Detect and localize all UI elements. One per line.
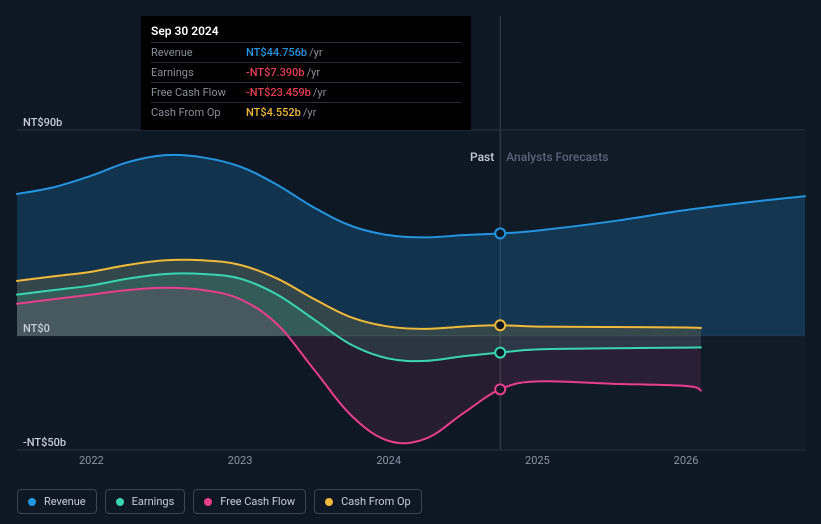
legend-dot-icon [325,498,333,506]
financial-chart: Sep 30 2024 RevenueNT$44.756b/yrEarnings… [0,0,821,524]
tooltip-metric-value: NT$4.552b [246,106,301,119]
chart-legend: Revenue Earnings Free Cash Flow Cash From O… [17,489,422,514]
tooltip-metric-value: -NT$23.459b [246,86,311,99]
forecast-section-label: Analysts Forecasts [506,150,608,164]
legend-item-revenue[interactable]: Revenue [17,489,97,514]
tooltip-metric-label: Free Cash Flow [151,86,246,99]
tooltip-metric-unit: /yr [303,106,316,119]
legend-label: Free Cash Flow [220,495,295,508]
tooltip-row: Earnings-NT$7.390b/yr [151,62,461,82]
x-axis-tick-label: 2024 [376,454,401,467]
tooltip-metric-label: Revenue [151,46,246,59]
tooltip-metric-unit: /yr [307,66,320,79]
legend-item-cfo[interactable]: Cash From Op [314,489,422,514]
tooltip-row: Free Cash Flow-NT$23.459b/yr [151,82,461,102]
tooltip-rows: RevenueNT$44.756b/yrEarnings-NT$7.390b/y… [151,42,461,122]
legend-label: Earnings [132,495,175,508]
x-axis-tick-label: 2022 [79,454,104,467]
legend-item-fcf[interactable]: Free Cash Flow [193,489,306,514]
x-axis-tick-label: 2025 [525,454,550,467]
x-axis-tick-label: 2026 [674,454,699,467]
chart-tooltip: Sep 30 2024 RevenueNT$44.756b/yrEarnings… [141,16,471,130]
y-axis-tick-label: -NT$50b [23,436,66,449]
tooltip-metric-unit: /yr [313,86,326,99]
tooltip-metric-value: NT$44.756b [246,46,307,59]
legend-dot-icon [28,498,36,506]
legend-dot-icon [116,498,124,506]
tooltip-row: RevenueNT$44.756b/yr [151,42,461,62]
x-axis-tick-label: 2023 [228,454,253,467]
y-axis-tick-label: NT$90b [23,116,62,129]
legend-label: Revenue [44,495,86,508]
tooltip-row: Cash From OpNT$4.552b/yr [151,102,461,122]
legend-label: Cash From Op [341,495,411,508]
tooltip-date: Sep 30 2024 [151,24,461,38]
tooltip-metric-label: Cash From Op [151,106,246,119]
tooltip-metric-value: -NT$7.390b [246,66,305,79]
legend-item-earnings[interactable]: Earnings [105,489,186,514]
past-section-label: Past [470,150,494,164]
legend-dot-icon [204,498,212,506]
y-axis-tick-label: NT$0 [23,322,50,335]
tooltip-metric-label: Earnings [151,66,246,79]
tooltip-metric-unit: /yr [309,46,322,59]
